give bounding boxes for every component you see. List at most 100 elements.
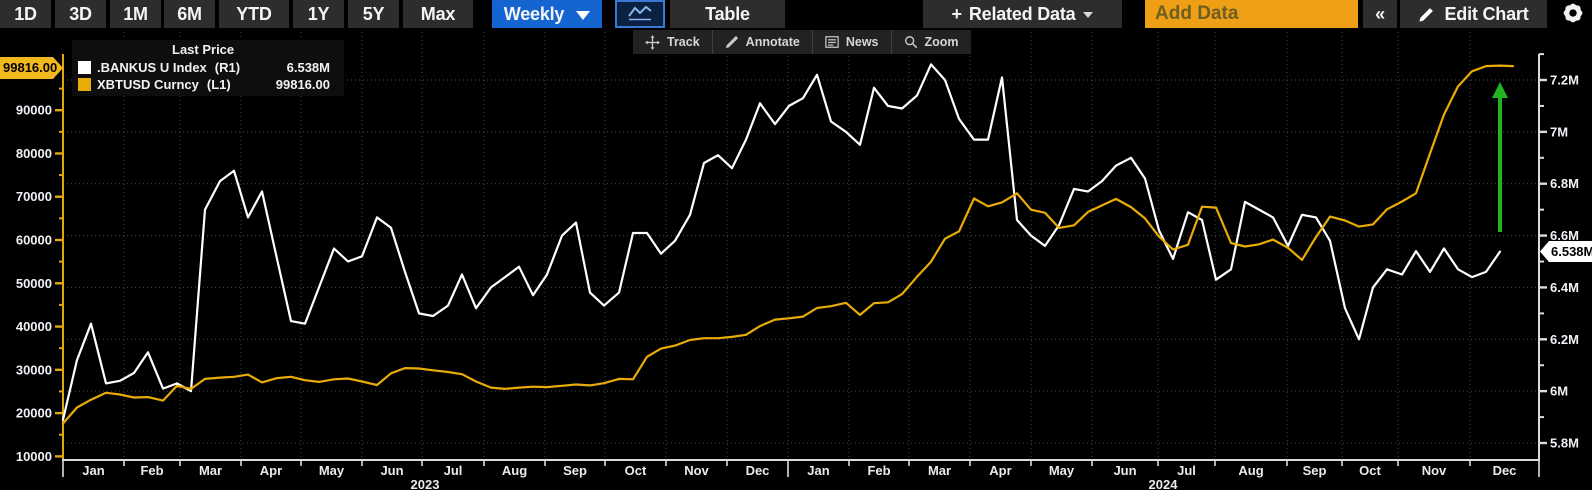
svg-text:Mar: Mar — [199, 463, 222, 478]
legend-title: Last Price — [172, 42, 235, 57]
news-label: News — [845, 35, 879, 49]
annotate-pencil-icon — [725, 35, 738, 49]
legend-series-value: 6.538M — [286, 60, 330, 75]
svg-text:Oct: Oct — [1359, 463, 1381, 478]
svg-text:7.2M: 7.2M — [1550, 73, 1579, 88]
svg-text:May: May — [319, 463, 345, 478]
line-chart-icon — [628, 5, 652, 21]
svg-text:6.2M: 6.2M — [1550, 332, 1579, 347]
legend-series-axis: (R1) — [214, 60, 241, 75]
svg-text:2023: 2023 — [411, 477, 440, 490]
svg-text:Oct: Oct — [625, 463, 647, 478]
svg-text:Nov: Nov — [684, 463, 709, 478]
magnifier-icon — [904, 36, 917, 49]
bankus-swatch — [78, 61, 91, 74]
news-button[interactable]: News — [811, 30, 891, 54]
news-icon — [825, 36, 839, 48]
svg-text:6M: 6M — [1550, 384, 1568, 399]
annotate-button[interactable]: Annotate — [711, 30, 812, 54]
range-button-5y[interactable]: 5Y — [348, 0, 399, 28]
svg-text:Feb: Feb — [140, 463, 163, 478]
svg-text:Aug: Aug — [502, 463, 527, 478]
x-axis: Jan Feb Mar Apr May Jun Jul Aug Sep Oct Nov Dec Jan F… — [62, 460, 1540, 490]
svg-text:Sep: Sep — [563, 463, 587, 478]
interval-label: Weekly — [503, 4, 565, 24]
range-button-1m[interactable]: 1M — [110, 0, 161, 28]
svg-text:Apr: Apr — [260, 463, 282, 478]
chart-tools-toolbar: Track Annotate News Zoom — [633, 30, 971, 54]
gear-icon — [1563, 3, 1582, 23]
svg-text:80000: 80000 — [16, 146, 52, 161]
right-axis: 7.2M 7M 6.8M 6.6M 6.4M 6.2M 6M 5.8M — [1539, 53, 1579, 451]
track-crosshair-icon — [645, 34, 660, 50]
track-label: Track — [667, 35, 700, 49]
svg-text:Sep: Sep — [1303, 463, 1327, 478]
zoom-label: Zoom — [924, 35, 959, 49]
chevron-down-icon — [576, 10, 591, 20]
range-button-3d[interactable]: 3D — [55, 0, 106, 28]
svg-text:20000: 20000 — [16, 406, 52, 421]
main-toolbar: 1D 3D 1M 6M YTD 1Y 5Y Max Weekly Table +… — [0, 0, 1592, 28]
svg-text:Aug: Aug — [1238, 463, 1263, 478]
xbtusd-last-price-badge: 99816.00 — [0, 57, 63, 79]
svg-text:30000: 30000 — [16, 362, 52, 377]
legend-row-xbtusd[interactable]: XBTUSD Curncy (L1) 99816.00 — [72, 76, 344, 93]
svg-text:Apr: Apr — [989, 463, 1011, 478]
svg-text:90000: 90000 — [16, 103, 52, 118]
svg-text:6.6M: 6.6M — [1550, 228, 1579, 243]
svg-text:7M: 7M — [1550, 124, 1568, 139]
range-button-ytd[interactable]: YTD — [219, 0, 289, 28]
svg-text:Jul: Jul — [1177, 463, 1196, 478]
plus-icon: + — [951, 4, 963, 24]
chart-type-button[interactable] — [615, 0, 665, 28]
collapse-button[interactable]: « — [1363, 0, 1397, 28]
zoom-button[interactable]: Zoom — [890, 30, 971, 54]
svg-text:40000: 40000 — [16, 319, 52, 334]
svg-text:50000: 50000 — [16, 276, 52, 291]
svg-text:Dec: Dec — [746, 463, 770, 478]
series-line--bankus-u-index — [61, 63, 1502, 421]
related-data-dropdown[interactable]: + Related Data — [923, 0, 1122, 28]
svg-text:Feb: Feb — [867, 463, 890, 478]
svg-text:Jan: Jan — [807, 463, 829, 478]
svg-text:Mar: Mar — [928, 463, 951, 478]
edit-chart-label: Edit Chart — [1444, 4, 1529, 24]
legend-series-value: 99816.00 — [275, 77, 330, 92]
axes — [62, 54, 1540, 461]
legend-row-bankus[interactable]: .BANKUS U Index (R1) 6.538M — [72, 59, 344, 76]
legend-series-name: .BANKUS U Index — [97, 60, 207, 75]
chevron-down-icon — [1083, 12, 1094, 19]
annotate-label: Annotate — [745, 35, 800, 49]
svg-text:6.4M: 6.4M — [1550, 280, 1579, 295]
gridlines — [63, 32, 1539, 460]
table-button[interactable]: Table — [670, 0, 785, 28]
svg-text:Nov: Nov — [1422, 463, 1447, 478]
related-data-label: Related Data — [968, 4, 1076, 24]
svg-text:60000: 60000 — [16, 233, 52, 248]
series-line-xbtusd-curncy — [61, 64, 1515, 425]
range-button-1d[interactable]: 1D — [0, 0, 51, 28]
bankus-last-price-badge: 6.538M — [1540, 241, 1592, 262]
pencil-icon — [1419, 7, 1434, 22]
range-button-6m[interactable]: 6M — [164, 0, 215, 28]
svg-text:5.8M: 5.8M — [1550, 436, 1579, 451]
svg-text:Jun: Jun — [1113, 463, 1136, 478]
up-arrow-annotation — [1492, 82, 1508, 232]
legend-series-axis: (L1) — [206, 77, 231, 92]
svg-text:6.8M: 6.8M — [1550, 176, 1579, 191]
interval-dropdown[interactable]: Weekly — [492, 0, 602, 28]
left-axis: 90000 80000 70000 60000 50000 40000 30000 20000… — [16, 87, 63, 464]
range-button-1y[interactable]: 1Y — [293, 0, 344, 28]
xbtusd-swatch — [78, 78, 91, 91]
range-button-max[interactable]: Max — [403, 0, 473, 28]
settings-gear-button[interactable] — [1553, 0, 1592, 28]
add-data-input[interactable] — [1145, 0, 1358, 28]
svg-text:2024: 2024 — [1149, 477, 1179, 490]
edit-chart-button[interactable]: Edit Chart — [1400, 0, 1547, 28]
svg-text:Jan: Jan — [82, 463, 104, 478]
track-button[interactable]: Track — [633, 30, 712, 54]
svg-text:May: May — [1049, 463, 1075, 478]
svg-text:70000: 70000 — [16, 189, 52, 204]
legend-series-name: XBTUSD Curncy — [97, 77, 199, 92]
